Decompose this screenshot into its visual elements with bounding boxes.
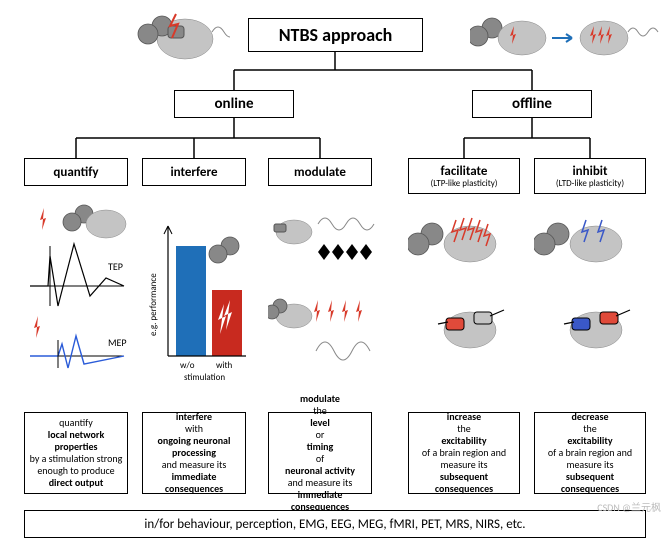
- node-online: online: [174, 90, 294, 118]
- footer-methods: in/for behaviour, perception, EMG, EEG, …: [24, 510, 646, 538]
- header-right-brain: [470, 4, 660, 64]
- root-title: NTBS approach: [279, 24, 393, 46]
- watermark: CSDN @兰元枫: [597, 499, 661, 514]
- node-modulate: modulate: [268, 158, 372, 186]
- header-left-brain: [90, 4, 230, 64]
- svg-text:stimulation: stimulation: [184, 372, 225, 383]
- illus-modulate: [268, 196, 388, 396]
- node-interfere: interfere: [142, 158, 246, 186]
- desc-interfere: interfere with ongoing neuronal processi…: [142, 412, 246, 494]
- svg-text:with: with: [216, 360, 233, 371]
- illus-facilitate: [408, 200, 528, 400]
- svg-text:MEP: MEP: [108, 336, 127, 349]
- desc-modulate: modulate the level or timing of neuronal…: [268, 412, 372, 494]
- node-quantify: quantify: [24, 158, 128, 186]
- node-facilitate: facilitate(LTP-like plasticity): [408, 158, 520, 194]
- svg-text:TEP: TEP: [108, 260, 123, 273]
- desc-inhibit: decrease the excitability of a brain reg…: [534, 412, 646, 494]
- svg-text:w/o: w/o: [180, 360, 195, 371]
- illus-quantify: TEP MEP: [24, 196, 132, 396]
- desc-facilitate: increase the excitability of a brain reg…: [408, 412, 520, 494]
- illus-inhibit: [534, 200, 654, 400]
- svg-text:e.g. performance: e.g. performance: [148, 273, 159, 336]
- node-offline: offline: [472, 90, 592, 118]
- root-node: NTBS approach: [248, 18, 423, 52]
- desc-quantify: quantify local network properties by a s…: [24, 412, 128, 494]
- illus-interfere: e.g. performance w/o with stimulation: [142, 196, 254, 396]
- node-inhibit: inhibit(LTD-like plasticity): [534, 158, 646, 194]
